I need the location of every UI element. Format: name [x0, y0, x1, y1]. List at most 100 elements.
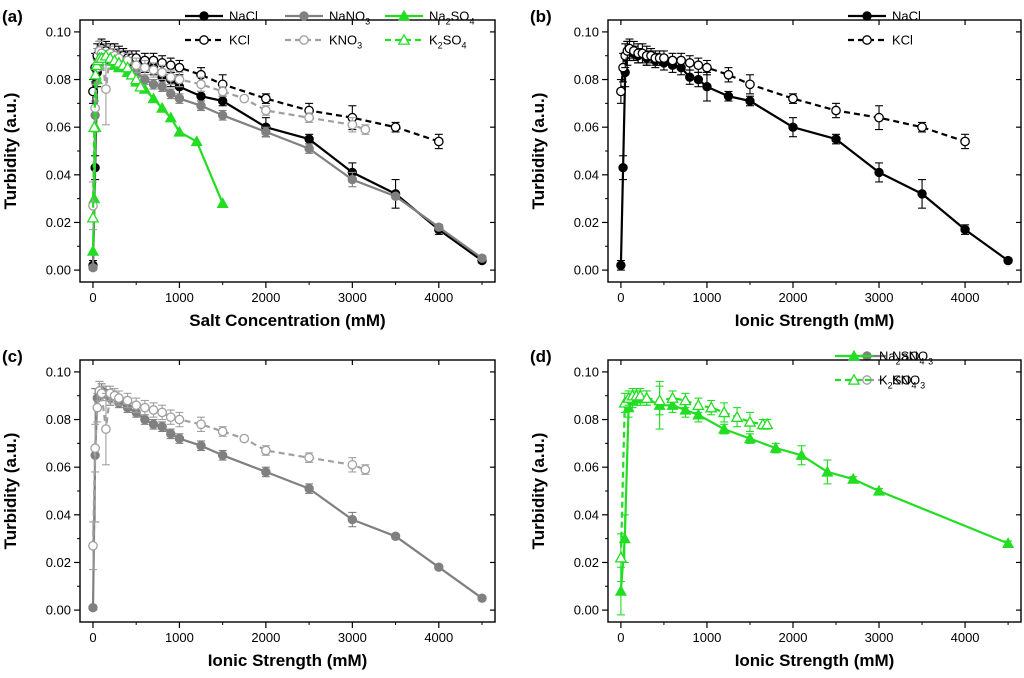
- panel-label: (b): [530, 7, 552, 26]
- data-point: [166, 89, 176, 99]
- legend-text: KNO: [892, 373, 920, 388]
- data-point: [90, 443, 100, 453]
- x-tick-label: 4000: [424, 290, 453, 305]
- data-point: [190, 135, 203, 147]
- data-point: [769, 441, 782, 453]
- data-point: [217, 450, 228, 460]
- data-point: [217, 426, 228, 437]
- data-point: [390, 122, 401, 133]
- data-point: [874, 112, 884, 123]
- legend-text: SO: [443, 33, 462, 48]
- y-axis-label: Turbidity (a.u.): [1, 93, 20, 210]
- legend-text: KNO: [329, 33, 357, 48]
- data-point: [121, 61, 134, 73]
- data-point: [821, 465, 834, 477]
- y-tick-label: 0.10: [46, 24, 71, 39]
- data-point: [618, 532, 631, 544]
- data-point: [433, 136, 444, 147]
- legend-label: KCl: [892, 33, 913, 48]
- legend-label: NaCl: [229, 9, 258, 24]
- data-point: [174, 433, 185, 444]
- data-point: [616, 86, 626, 97]
- data-point: [157, 407, 167, 418]
- data-point: [165, 60, 176, 71]
- data-point: [173, 125, 186, 137]
- data-point: [304, 143, 314, 154]
- data-point: [140, 414, 150, 425]
- data-point: [666, 391, 679, 403]
- data-point: [174, 93, 185, 104]
- legend-label: NaNO3: [329, 9, 370, 27]
- data-point: [156, 101, 169, 113]
- legend-text: SO: [451, 9, 470, 24]
- data-point: [917, 122, 927, 133]
- x-axis-label: Ionic Strength (mM): [208, 651, 368, 670]
- series-line: [619, 394, 768, 558]
- x-tick-label: 0: [89, 630, 96, 645]
- data-point: [164, 111, 177, 123]
- data-point: [745, 96, 755, 106]
- data-point: [239, 433, 250, 444]
- data-point: [679, 393, 692, 406]
- data-point: [196, 419, 206, 430]
- legend-marker: [847, 349, 861, 361]
- data-point: [679, 403, 692, 415]
- x-axis-label: Ionic Strength (mM): [735, 651, 895, 670]
- x-tick-label: 3000: [338, 290, 367, 305]
- series-line: [619, 397, 1009, 592]
- data-point: [874, 167, 884, 178]
- legend-text: SO: [893, 373, 912, 388]
- data-point: [730, 410, 744, 422]
- panel-1: 0 1000 2000 3000 4000 0.00 0.02 0.04 0.06 0.08 0.1…: [1, 7, 496, 330]
- data-point: [217, 96, 228, 106]
- data-point: [847, 472, 860, 484]
- y-tick-label: 0.08: [46, 72, 71, 87]
- data-point: [831, 105, 841, 116]
- data-point: [723, 69, 734, 80]
- series-line: [91, 389, 366, 546]
- y-tick-label: 0.00: [574, 263, 599, 278]
- x-tick-label: 1000: [165, 290, 194, 305]
- data-point: [92, 402, 103, 413]
- data-point: [723, 91, 734, 101]
- data-point: [760, 417, 774, 430]
- legend-label: K2SO4: [879, 373, 917, 391]
- legend-subscript: 2: [888, 381, 893, 391]
- data-point: [693, 74, 704, 85]
- data-point: [87, 120, 101, 132]
- panel-label: (a): [2, 7, 23, 26]
- data-point: [174, 414, 185, 425]
- legend-marker: [397, 9, 411, 21]
- data-point: [148, 79, 159, 90]
- data-point: [86, 244, 100, 256]
- y-tick-label: 0.02: [574, 555, 599, 570]
- panel-label: (c): [2, 347, 23, 366]
- data-point: [88, 263, 98, 273]
- data-point: [239, 93, 250, 104]
- y-tick-label: 0.02: [46, 555, 71, 570]
- legend-marker: [199, 35, 209, 45]
- data-point: [692, 398, 705, 411]
- legend-marker: [862, 35, 872, 45]
- data-point: [148, 65, 159, 75]
- data-point: [390, 191, 401, 201]
- legend-text: K: [879, 373, 888, 388]
- y-tick-label: 0.02: [46, 215, 71, 230]
- data-point: [216, 197, 229, 209]
- data-point: [640, 391, 654, 403]
- data-point: [745, 79, 755, 90]
- x-tick-label: 4000: [951, 630, 980, 645]
- data-point: [196, 101, 206, 111]
- data-point: [114, 393, 124, 403]
- legend-subscript: 3: [357, 41, 362, 51]
- legend-text: Na: [429, 9, 446, 24]
- data-point: [139, 402, 150, 413]
- y-tick-label: 0.08: [574, 72, 599, 87]
- data-point: [140, 74, 150, 85]
- x-tick-label: 4000: [951, 290, 980, 305]
- legend-text: NaNO: [329, 9, 365, 24]
- data-point: [261, 445, 271, 456]
